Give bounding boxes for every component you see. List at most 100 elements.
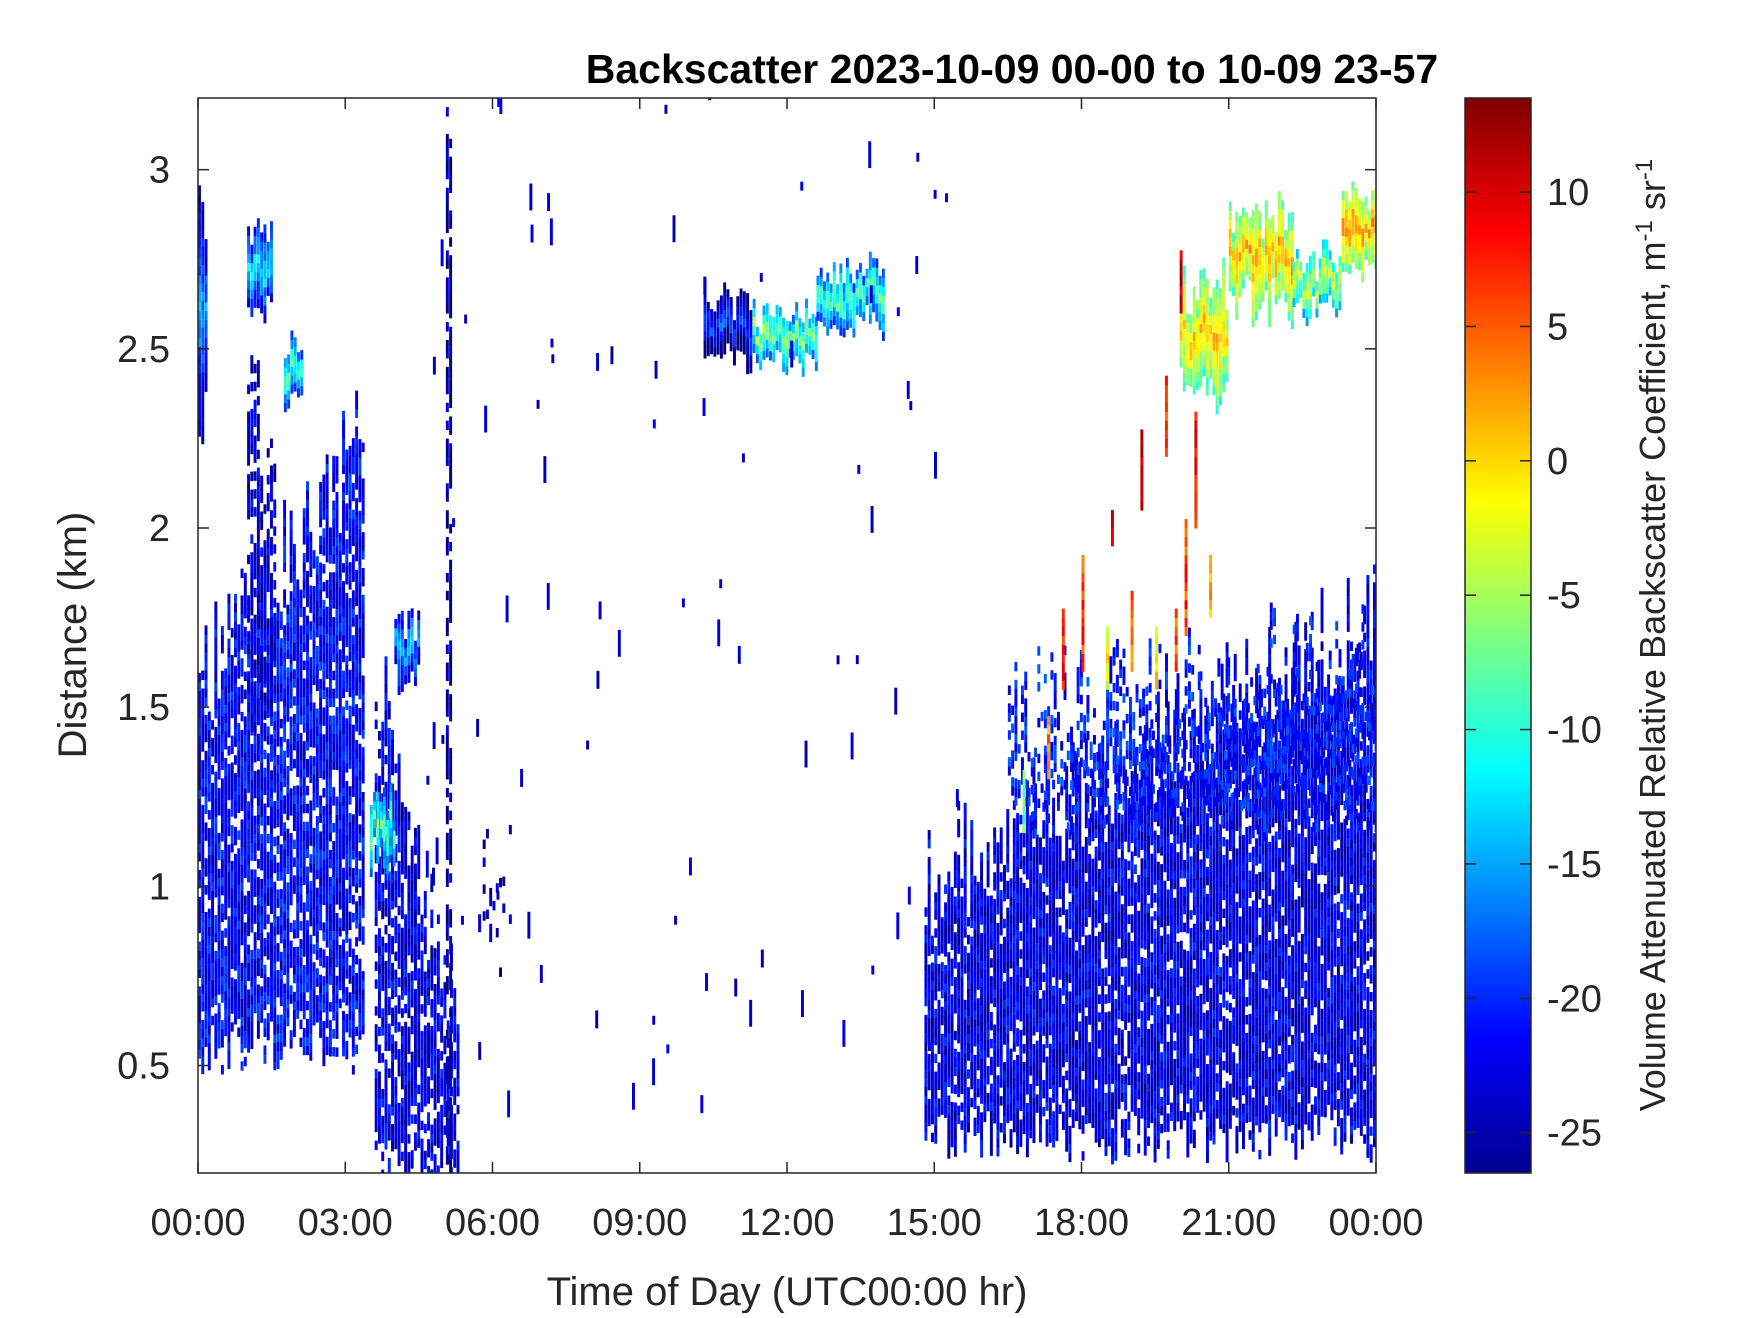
heatmap-cell: [1058, 907, 1062, 917]
heatmap-cell: [256, 369, 260, 379]
heatmap-cell: [1035, 995, 1039, 1006]
heatmap-cell: [410, 953, 414, 963]
heatmap-cell: [1016, 831, 1020, 841]
heatmap-cell: [957, 881, 961, 892]
heatmap-cell: [256, 787, 260, 797]
heatmap-cell: [263, 1054, 267, 1064]
heatmap-cell: [315, 672, 319, 683]
heatmap-cell: [440, 1078, 444, 1088]
heatmap-cell: [315, 609, 319, 620]
heatmap-cell: [1065, 864, 1069, 875]
heatmap-cell: [1091, 1037, 1095, 1048]
heatmap-cell: [355, 426, 359, 436]
heatmap-cell: [957, 1024, 961, 1035]
heatmap-cell: [296, 740, 300, 751]
heatmap-cell: [322, 608, 326, 619]
heatmap-cell: [253, 744, 257, 754]
heatmap-cell: [237, 767, 241, 778]
heatmap-cell: [1032, 1079, 1036, 1090]
heatmap-cell: [335, 814, 339, 824]
heatmap-cell: [198, 798, 201, 808]
heatmap-cell: [417, 1013, 421, 1023]
heatmap-cell: [374, 934, 378, 945]
heatmap-cell: [276, 952, 280, 962]
heatmap-cell: [299, 607, 303, 618]
heatmap-cell: [1025, 950, 1029, 961]
heatmap-cell: [234, 674, 237, 685]
heatmap-cell: [374, 844, 378, 855]
heatmap-cell: [253, 587, 257, 598]
heatmap-cell: [345, 592, 349, 603]
heatmap-cell: [1029, 985, 1033, 995]
heatmap-cell: [423, 1052, 427, 1062]
heatmap-cell: [279, 960, 283, 971]
heatmap-cell: [198, 708, 201, 719]
heatmap-cell: [276, 835, 280, 846]
heatmap-cell: [302, 579, 306, 590]
heatmap-cell: [1039, 998, 1042, 1009]
heatmap-cell: [1081, 963, 1085, 973]
heatmap-cell: [1065, 766, 1069, 776]
heatmap-cell: [312, 711, 316, 721]
heatmap-cell: [1088, 979, 1092, 989]
heatmap-cell: [211, 917, 215, 927]
heatmap-cell: [387, 844, 391, 854]
heatmap-cell: [322, 564, 326, 574]
heatmap-cell: [240, 882, 244, 892]
heatmap-cell: [430, 981, 434, 991]
heatmap-cell: [296, 973, 300, 984]
heatmap-cell: [384, 835, 388, 845]
heatmap-cell: [332, 581, 336, 591]
heatmap-cell: [211, 979, 215, 990]
heatmap-cell: [351, 787, 355, 797]
heatmap-cell: [1071, 778, 1075, 788]
heatmap-cell: [260, 619, 264, 629]
heatmap-cell: [338, 631, 342, 641]
region-night-boundary-layer: [198, 390, 365, 1075]
heatmap-cell: [1078, 779, 1082, 789]
heatmap-cell: [387, 1023, 391, 1034]
heatmap-cell: [253, 363, 257, 374]
heatmap-cell: [358, 439, 362, 449]
heatmap-cell: [302, 660, 306, 670]
heatmap-cell: [299, 903, 303, 913]
heatmap-cell: [423, 1123, 427, 1134]
heatmap-cell: [1071, 930, 1075, 940]
heatmap-cell: [355, 838, 359, 848]
heatmap-cell: [289, 573, 293, 583]
heatmap-cell: [306, 714, 309, 724]
heatmap-cell: [1019, 1047, 1023, 1058]
heatmap-cell: [983, 996, 987, 1006]
heatmap-cell: [302, 678, 306, 688]
heatmap-cell: [256, 886, 260, 896]
heatmap-cell: [342, 885, 345, 896]
heatmap-cell: [957, 1078, 961, 1089]
heatmap-cell: [273, 1016, 277, 1026]
heatmap-cell: [322, 537, 326, 547]
heatmap-cell: [253, 551, 257, 562]
heatmap-cell: [1025, 932, 1029, 943]
heatmap-cell: [240, 613, 244, 623]
heatmap-cell: [947, 1095, 951, 1105]
heatmap-cell: [204, 911, 208, 922]
heatmap-cell: [312, 675, 316, 686]
heatmap-cell: [391, 792, 395, 803]
heatmap-cell: [934, 1071, 938, 1082]
heatmap-cell: [394, 844, 398, 854]
heatmap-cell: [322, 743, 326, 753]
heatmap-cell: [328, 939, 332, 949]
heatmap-cell: [296, 615, 300, 625]
heatmap-cell: [332, 599, 336, 609]
heatmap-cell: [1035, 1076, 1039, 1086]
heatmap-cell: [387, 898, 391, 908]
heatmap-cell: [234, 638, 237, 649]
heatmap-cell: [211, 988, 215, 999]
heatmap-cell: [436, 986, 440, 996]
heatmap-cell: [445, 626, 449, 637]
heatmap-cell: [443, 1089, 447, 1100]
heatmap-cell: [230, 843, 234, 853]
heatmap-cell: [322, 886, 326, 897]
heatmap-cell: [449, 273, 453, 283]
heatmap-cell: [266, 851, 270, 862]
heatmap-cell: [1058, 835, 1062, 846]
